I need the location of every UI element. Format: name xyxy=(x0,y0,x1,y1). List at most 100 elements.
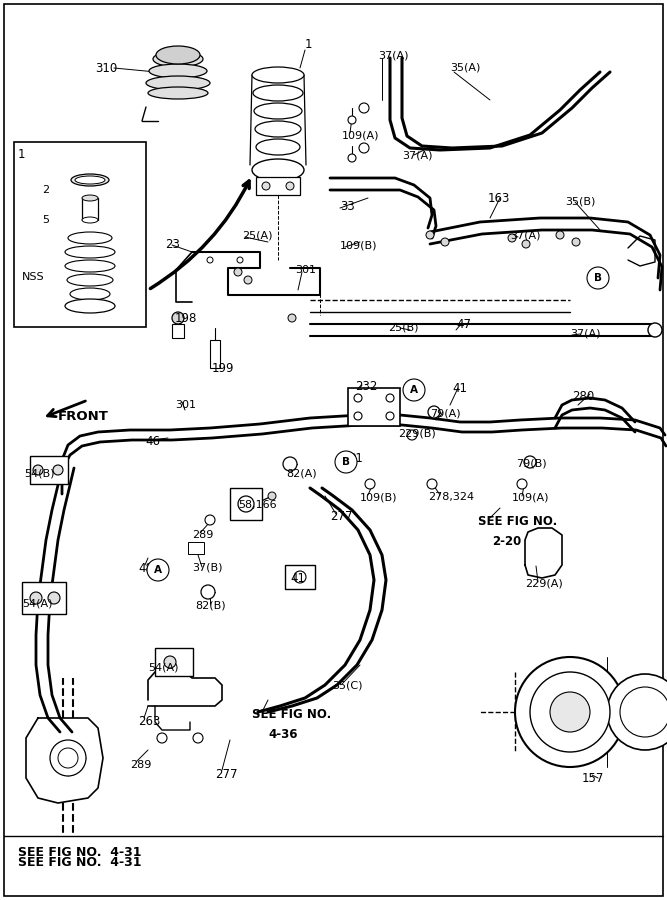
Text: 229(A): 229(A) xyxy=(525,578,563,588)
Circle shape xyxy=(441,238,449,246)
Circle shape xyxy=(288,314,296,322)
Circle shape xyxy=(607,674,667,750)
Ellipse shape xyxy=(252,67,304,83)
Circle shape xyxy=(572,238,580,246)
Ellipse shape xyxy=(71,174,109,186)
Ellipse shape xyxy=(70,288,110,300)
Ellipse shape xyxy=(156,46,200,64)
Text: 82(B): 82(B) xyxy=(195,600,225,610)
Text: 58,166: 58,166 xyxy=(238,500,277,510)
Ellipse shape xyxy=(253,85,303,101)
Text: 37(A): 37(A) xyxy=(378,50,408,60)
Circle shape xyxy=(157,733,167,743)
Text: 301: 301 xyxy=(175,400,196,410)
Circle shape xyxy=(191,543,201,553)
Text: 199: 199 xyxy=(212,362,235,375)
Circle shape xyxy=(427,479,437,489)
Bar xyxy=(230,488,262,520)
Text: B: B xyxy=(594,273,602,283)
Text: SEE FIG NO.: SEE FIG NO. xyxy=(252,708,331,721)
Circle shape xyxy=(262,182,270,190)
Text: 33: 33 xyxy=(340,200,355,213)
Text: 41: 41 xyxy=(452,382,467,395)
Text: 23: 23 xyxy=(165,238,180,251)
Circle shape xyxy=(335,451,357,473)
Circle shape xyxy=(524,456,536,468)
Circle shape xyxy=(58,748,78,768)
Text: A: A xyxy=(410,385,418,395)
Text: 2: 2 xyxy=(42,185,49,195)
Text: 109(A): 109(A) xyxy=(342,130,380,140)
Circle shape xyxy=(294,571,306,583)
Circle shape xyxy=(164,656,176,668)
Text: 109(A): 109(A) xyxy=(512,492,550,502)
Text: 37(B): 37(B) xyxy=(192,562,223,572)
Bar xyxy=(285,565,315,589)
Circle shape xyxy=(508,234,516,242)
FancyArrowPatch shape xyxy=(150,181,249,289)
Circle shape xyxy=(648,323,662,337)
Circle shape xyxy=(348,116,356,124)
Text: 278,324: 278,324 xyxy=(428,492,474,502)
Ellipse shape xyxy=(67,274,113,286)
Circle shape xyxy=(428,406,440,418)
Text: 82(A): 82(A) xyxy=(286,468,317,478)
Text: 37(A): 37(A) xyxy=(402,150,432,160)
Bar xyxy=(172,324,184,338)
Text: 280: 280 xyxy=(572,390,594,403)
Circle shape xyxy=(268,492,276,500)
Text: 54(A): 54(A) xyxy=(148,662,179,672)
Bar xyxy=(348,388,400,426)
Ellipse shape xyxy=(252,159,304,181)
Circle shape xyxy=(365,479,375,489)
Circle shape xyxy=(201,585,215,599)
Ellipse shape xyxy=(254,103,302,119)
Text: 54(B): 54(B) xyxy=(24,468,55,478)
Text: 37(A): 37(A) xyxy=(510,230,540,240)
Bar xyxy=(30,456,68,484)
Text: 157: 157 xyxy=(582,772,604,785)
Bar xyxy=(82,198,98,220)
Circle shape xyxy=(207,257,213,263)
Text: 289: 289 xyxy=(130,760,151,770)
Text: 47: 47 xyxy=(456,318,471,331)
Text: 35(C): 35(C) xyxy=(332,680,362,690)
Circle shape xyxy=(238,496,254,512)
Text: 289: 289 xyxy=(192,530,213,540)
Text: FRONT: FRONT xyxy=(58,410,109,423)
Text: 25(A): 25(A) xyxy=(242,230,273,240)
Text: 4-36: 4-36 xyxy=(268,728,297,741)
Text: SEE FIG NO.  4-31: SEE FIG NO. 4-31 xyxy=(18,846,141,859)
Ellipse shape xyxy=(82,195,98,201)
Text: 5: 5 xyxy=(42,215,49,225)
Text: 232: 232 xyxy=(355,380,378,393)
Circle shape xyxy=(556,231,564,239)
Ellipse shape xyxy=(65,260,115,272)
Text: 48: 48 xyxy=(138,562,153,575)
Text: SEE FIG NO.: SEE FIG NO. xyxy=(478,515,557,528)
Text: 301: 301 xyxy=(295,265,316,275)
Bar xyxy=(210,340,220,368)
Circle shape xyxy=(53,465,63,475)
Bar xyxy=(155,648,193,676)
Ellipse shape xyxy=(153,51,203,67)
Text: NSS: NSS xyxy=(22,272,45,282)
Circle shape xyxy=(286,182,294,190)
Circle shape xyxy=(172,312,184,324)
Text: B: B xyxy=(342,457,350,467)
Ellipse shape xyxy=(256,139,300,155)
Ellipse shape xyxy=(65,246,115,258)
Text: 198: 198 xyxy=(175,312,197,325)
Ellipse shape xyxy=(149,64,207,78)
Circle shape xyxy=(348,154,356,162)
Ellipse shape xyxy=(255,121,301,137)
Text: 263: 263 xyxy=(138,715,160,728)
Circle shape xyxy=(522,240,530,248)
Circle shape xyxy=(237,257,243,263)
Circle shape xyxy=(403,379,425,401)
Circle shape xyxy=(354,412,362,420)
Text: 81: 81 xyxy=(348,452,363,465)
Circle shape xyxy=(359,143,369,153)
Circle shape xyxy=(426,231,434,239)
Circle shape xyxy=(517,479,527,489)
